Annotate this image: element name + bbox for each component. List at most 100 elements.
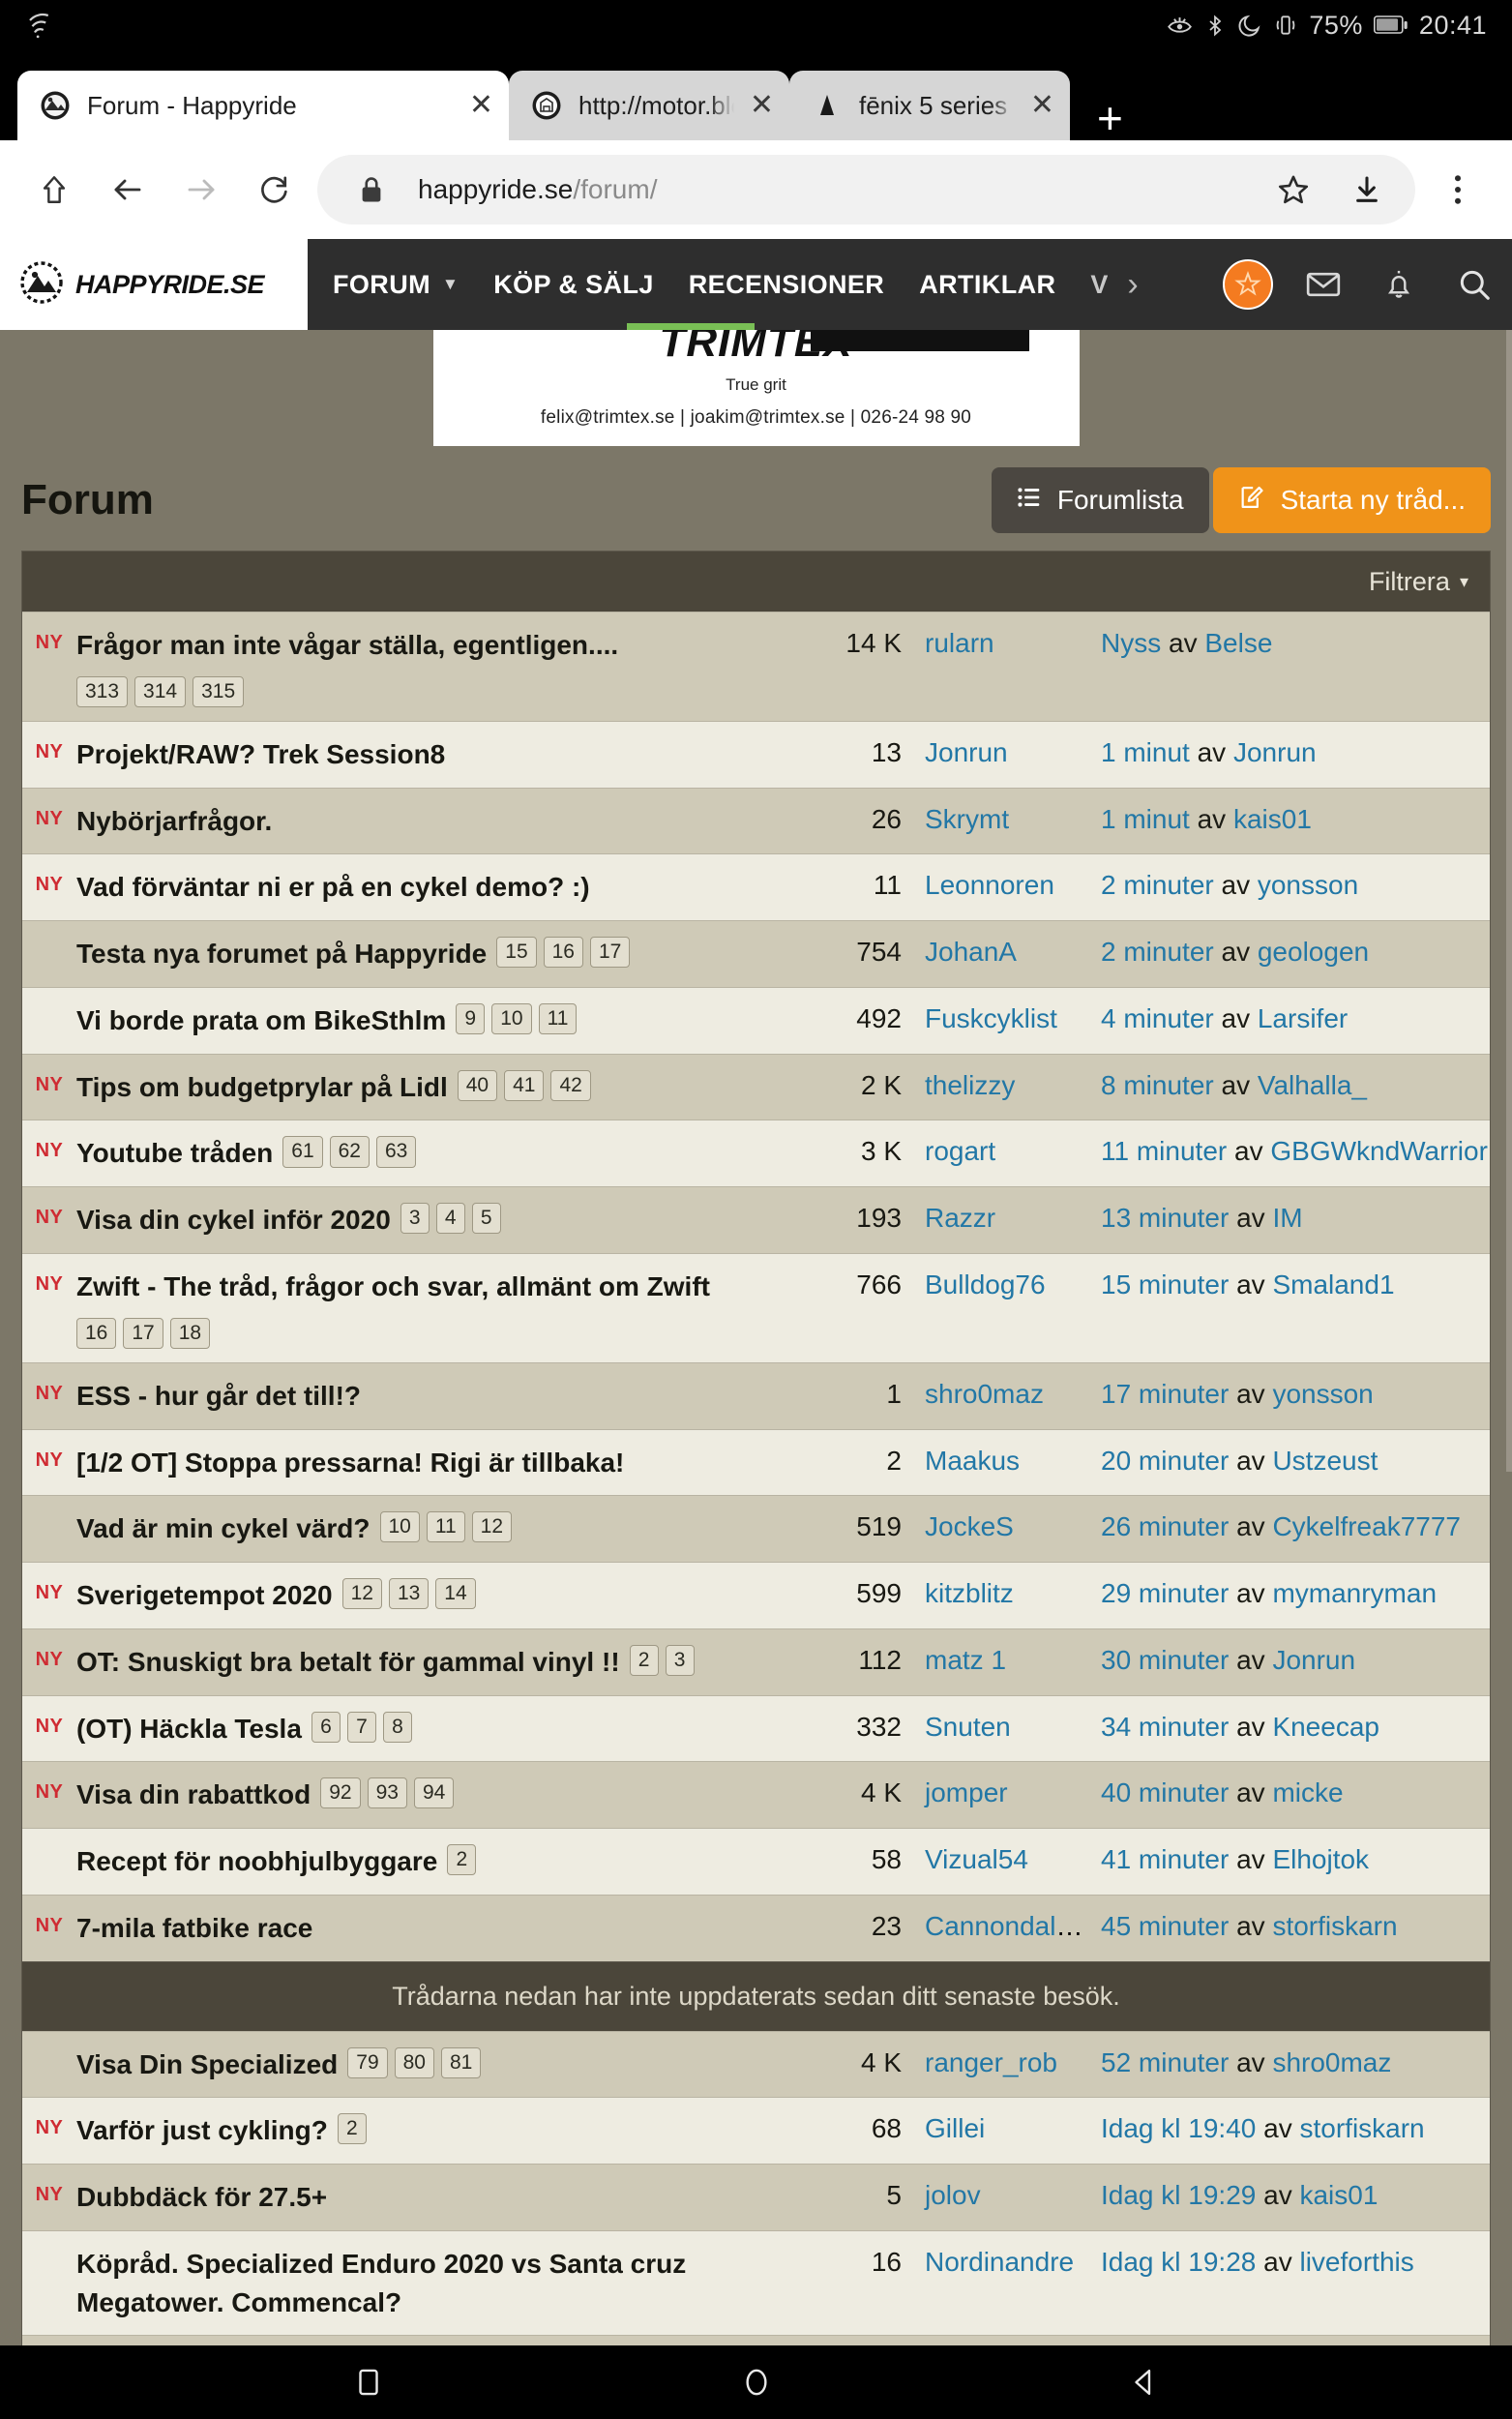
thread-title-link[interactable]: Vad förväntar ni er på en cykel demo? :) (76, 872, 590, 903)
last-post-user-link[interactable]: geologen (1257, 937, 1370, 968)
recents-square-icon[interactable] (342, 2356, 395, 2408)
thread-author-link[interactable]: thelizzy (925, 1069, 1016, 1100)
thread-title-link[interactable]: Nybörjarfrågor. (76, 805, 273, 836)
thread-row[interactable]: NY 7-mila fatbike race 23 Cannondale je…45 … (22, 1894, 1490, 1961)
page-link[interactable]: 81 (440, 2046, 482, 2078)
thread-author-link[interactable]: matz 1 (925, 1644, 1007, 1675)
reload-icon[interactable] (238, 153, 311, 226)
last-post-time-link[interactable]: Nyss (1101, 628, 1162, 658)
avatar[interactable] (1223, 259, 1273, 310)
page-link[interactable]: 79 (347, 2046, 388, 2078)
last-post-time-link[interactable]: 52 minuter (1101, 2046, 1230, 2077)
page-link[interactable]: 11 (426, 1511, 465, 1543)
last-post-user-link[interactable]: kais01 (1232, 803, 1312, 834)
last-post-time-link[interactable]: Idag kl 19:28 (1101, 2246, 1257, 2277)
thread-author-link[interactable]: Vizual54 (925, 1844, 1028, 1875)
last-post-time-link[interactable]: Idag kl 19:40 (1101, 2113, 1257, 2144)
thread-author-link[interactable]: Bulldog76 (925, 1269, 1046, 1299)
thread-author-link[interactable]: Maakus (925, 1445, 1021, 1476)
bookmark-star-icon[interactable] (1266, 163, 1320, 217)
thread-author-link[interactable]: Cannondale je… (925, 1910, 1095, 1941)
last-post-user-link[interactable]: shro0maz (1272, 2046, 1392, 2077)
thread-title-link[interactable]: (OT) Häckla Tesla (76, 1713, 302, 1744)
thread-row[interactable]: NY Nybörjarfrågor. 26 Skrymt 1 minut av kais… (22, 787, 1490, 854)
thread-author-link[interactable]: Fuskcyklist (925, 1002, 1057, 1033)
page-link[interactable]: 10 (379, 1511, 420, 1543)
overflow-menu-icon[interactable] (1421, 153, 1495, 226)
thread-author-link[interactable]: Skrymt (925, 803, 1010, 834)
page-link[interactable]: 11 (538, 1002, 578, 1035)
nav-item-recensioner[interactable]: RECENSIONER (688, 269, 885, 299)
last-post-time-link[interactable]: 13 minuter (1101, 1203, 1230, 1234)
back-arrow-icon[interactable] (91, 153, 164, 226)
page-link[interactable]: 12 (341, 1578, 382, 1610)
last-post-user-link[interactable]: liveforthis (1299, 2246, 1414, 2277)
thread-row[interactable]: NY[OT] BAHCO-tråden567303JTFIdag kl 19:2… (22, 2335, 1490, 2345)
page-link[interactable]: 7 (346, 1711, 376, 1743)
thread-title-link[interactable]: 7-mila fatbike race (76, 1912, 313, 1943)
last-post-time-link[interactable]: 17 minuter (1101, 1378, 1230, 1409)
thread-title-link[interactable]: Recept för noobhjulbyggare (76, 1846, 438, 1877)
page-link[interactable]: 16 (543, 937, 583, 969)
ad-banner[interactable]: TRIMTEX True grit felix@trimtex.se | joa… (432, 330, 1080, 446)
thread-title-link[interactable]: Dubbdäck för 27.5+ (76, 2182, 328, 2213)
last-post-user-link[interactable]: micke (1272, 1777, 1344, 1808)
search-icon[interactable] (1437, 239, 1512, 330)
page-link[interactable]: 16 (76, 1317, 117, 1349)
last-post-user-link[interactable]: Cykelfreak7777 (1272, 1511, 1461, 1542)
last-post-time-link[interactable]: 4 minuter (1101, 1002, 1214, 1033)
last-post-time-link[interactable]: 1 minut (1101, 803, 1190, 834)
new-tab-button[interactable]: + (1097, 93, 1123, 143)
thread-title-link[interactable]: Vad är min cykel värd? (76, 1513, 371, 1544)
thread-title-link[interactable]: ESS - hur går det till!? (76, 1380, 362, 1411)
user-avatar-icon[interactable] (1210, 239, 1286, 330)
last-post-time-link[interactable]: 11 minuter (1101, 1136, 1228, 1167)
close-icon[interactable]: ✕ (468, 89, 493, 121)
last-post-time-link[interactable]: 40 minuter (1101, 1777, 1230, 1808)
last-post-user-link[interactable]: Elhojtok (1272, 1844, 1370, 1875)
thread-author-link[interactable]: Leonnoren (925, 870, 1054, 901)
home-circle-icon[interactable] (730, 2356, 783, 2408)
back-triangle-icon[interactable] (1118, 2356, 1171, 2408)
url-bar[interactable]: happyride.se/forum/ (317, 155, 1415, 224)
thread-author-link[interactable]: kitzblitz (925, 1578, 1014, 1609)
page-link[interactable]: 62 (329, 1136, 370, 1168)
thread-author-link[interactable]: JockeS (925, 1511, 1014, 1542)
thread-author-link[interactable]: Snuten (925, 1711, 1011, 1742)
thread-title-link[interactable]: Zwift - The tråd, frågor och svar, allmä… (76, 1270, 710, 1301)
thread-row[interactable]: NY [1/2 OT] Stoppa pressarna! Rigi är til… (22, 1428, 1490, 1496)
page-link[interactable]: 2 (337, 2113, 367, 2145)
last-post-user-link[interactable]: Kneecap (1272, 1711, 1379, 1742)
forumlista-button[interactable]: Forumlista (991, 467, 1209, 533)
thread-author-link[interactable]: Jonrun (925, 736, 1008, 767)
thread-title-link[interactable]: Tips om budgetprylar på Lidl (76, 1071, 448, 1102)
page-link[interactable]: 92 (320, 1777, 361, 1809)
nav-item-artiklar[interactable]: ARTIKLAR (919, 269, 1056, 299)
thread-row[interactable]: NY Projekt/RAW? Trek Session8 13 Jonrun 1 mi… (22, 720, 1490, 788)
page-link[interactable]: 314 (134, 675, 187, 707)
last-post-time-link[interactable]: 29 minuter (1101, 1578, 1230, 1609)
nav-item-forum[interactable]: FORUM ▼ (308, 239, 476, 330)
site-logo[interactable]: HAPPYRIDE.SE (0, 239, 308, 330)
page-link[interactable]: 17 (123, 1317, 163, 1349)
nav-item-vi[interactable]: VI (1090, 269, 1109, 299)
page-link[interactable]: 9 (456, 1002, 486, 1035)
page-link[interactable]: 94 (413, 1777, 455, 1809)
thread-title-link[interactable]: Frågor man inte vågar ställa, egentligen… (76, 630, 619, 660)
last-post-time-link[interactable]: 34 minuter (1101, 1711, 1230, 1742)
page-link[interactable]: 5 (471, 1203, 501, 1235)
page-link[interactable]: 63 (375, 1136, 417, 1168)
bell-icon[interactable] (1361, 239, 1437, 330)
last-post-user-link[interactable]: yonsson (1257, 870, 1359, 901)
thread-title-link[interactable]: Visa Din Specialized (76, 2048, 339, 2079)
thread-title-link[interactable]: Visa din rabattkod (76, 1779, 311, 1810)
thread-row[interactable]: NYKöpråd. Specialized Enduro 2020 vs San… (22, 2229, 1490, 2336)
page-link[interactable]: 3 (665, 1644, 695, 1676)
thread-row[interactable]: NY Visa din rabattkod 92 93 94 4 K jomper 40 mi… (22, 1761, 1490, 1829)
thread-author-link[interactable]: Gillei (925, 2113, 986, 2144)
thread-title-link[interactable]: Varför just cykling? (76, 2115, 328, 2146)
page-link[interactable]: 15 (496, 937, 537, 969)
page-link[interactable]: 6 (311, 1711, 341, 1743)
last-post-user-link[interactable]: Jonrun (1272, 1644, 1356, 1675)
page-link[interactable]: 18 (169, 1317, 211, 1349)
